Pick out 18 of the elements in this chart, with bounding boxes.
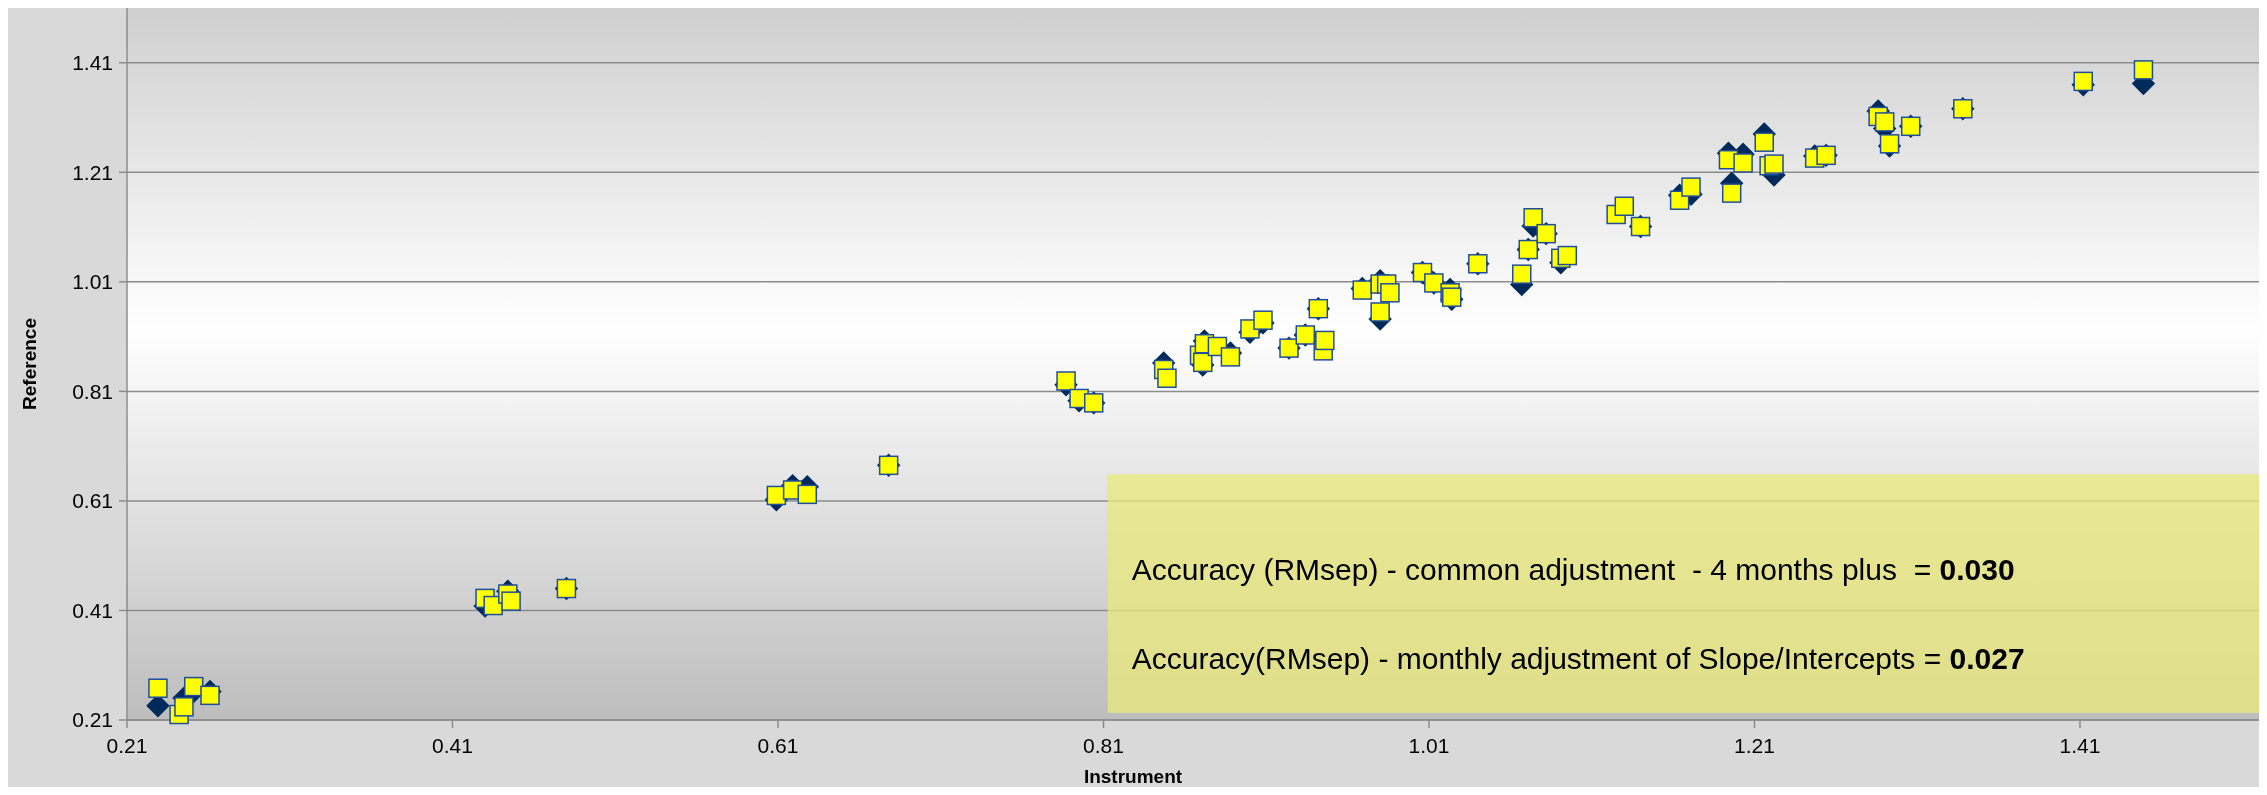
- y-tick-label: 0.81: [72, 379, 113, 403]
- x-tick-label: 1.01: [1408, 734, 1450, 757]
- y-tick-label: 0.21: [72, 708, 113, 732]
- x-tick-label: 0.81: [1083, 734, 1124, 757]
- y-tick-label: 1.21: [72, 160, 113, 184]
- x-axis-title: Instrument: [1083, 766, 1183, 787]
- x-tick-label: 0.21: [106, 734, 148, 757]
- annotation: Accuracy (RMsep) - common adjustment - 4 months plus = 0.030: [1131, 553, 2015, 587]
- x-tick-label: 1.41: [2059, 734, 2101, 757]
- x-tick-label: 1.21: [1734, 734, 1775, 757]
- y-axis-title: Reference: [19, 318, 40, 410]
- y-tick-label: 1.41: [72, 51, 113, 75]
- y-tick-label: 1.01: [72, 270, 113, 294]
- x-tick-label: 0.41: [432, 734, 473, 757]
- y-tick-label: 0.41: [72, 598, 113, 622]
- y-tick-label: 0.61: [72, 489, 113, 513]
- x-tick-label: 0.61: [757, 734, 799, 757]
- annotation: Accuracy(RMsep) - monthly adjustment of Slope/Intercepts = 0.027: [1131, 641, 2025, 675]
